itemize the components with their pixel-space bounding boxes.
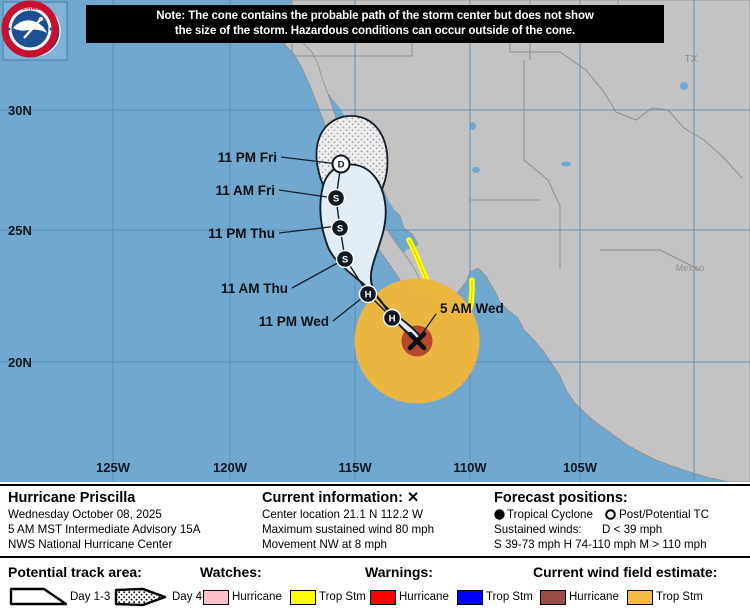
lake: [472, 167, 480, 173]
wind-field-header: Current wind field estimate:: [533, 564, 718, 580]
cone-day-4-5-icon: [114, 587, 167, 607]
lon-label-120w: 120W: [213, 460, 248, 475]
note-line-1: Note: The cone contains the probable pat…: [156, 10, 594, 22]
track-marker-hurricane-next: H: [382, 308, 402, 328]
track-label-11am-fri: 11 AM Fri: [215, 183, 275, 198]
swatch-warning-hurricane: [370, 590, 396, 605]
svg-text:H: H: [365, 290, 372, 301]
leader-11am-thu: [291, 259, 344, 289]
island: [443, 265, 449, 271]
track-label-11pm-wed: 11 PM Wed: [259, 314, 329, 329]
lon-label-125w: 125W: [96, 460, 131, 475]
current-information-label: Current information:: [262, 490, 403, 506]
sustained-winds-row: Sustained winds: D < 39 mph: [494, 522, 750, 537]
cone-disclaimer-note: Note: The cone contains the probable pat…: [86, 5, 664, 43]
place-label-tx: TX: [685, 54, 698, 65]
legend-day-1-3-label: Day 1-3: [70, 591, 111, 603]
forecast-positions-header: Forecast positions:: [494, 490, 628, 506]
swatch-watch-trop-stm: [290, 590, 316, 605]
island: [422, 240, 434, 248]
island: [405, 171, 411, 181]
depression-threshold: D < 39 mph: [602, 523, 663, 536]
island: [436, 251, 444, 257]
current-position-x-marker: [407, 331, 427, 351]
legend-wind-hurricane-label: Hurricane: [569, 591, 619, 603]
storm-identity-column: Hurricane Priscilla Wednesday October 08…: [8, 486, 256, 556]
track-marker-storm-11pm-thu: S: [330, 218, 350, 238]
center-location: Center location 21.1 N 112.2 W: [262, 508, 423, 521]
legend-panel: Potential track area: Day 1-3 Day 4-5 Wa…: [0, 560, 750, 613]
track-label-5am-wed: 5 AM Wed: [440, 301, 504, 316]
sustained-winds-label: Sustained winds:: [494, 523, 582, 536]
legend-warn-hurricane-label: Hurricane: [399, 591, 449, 603]
graticule: [0, 0, 750, 482]
svg-text:D: D: [338, 160, 345, 171]
lake: [680, 82, 688, 90]
track-marker-hurricane-11pm-wed: H: [358, 284, 378, 304]
track-label-11pm-thu: 11 PM Thu: [208, 226, 275, 241]
open-circle-icon: [605, 509, 616, 520]
svg-text:S: S: [333, 194, 339, 205]
storm-name: Hurricane Priscilla: [8, 490, 136, 506]
lat-label-25n: 25N: [8, 223, 32, 238]
current-information-column: Current information: ✕ Center location 2…: [262, 486, 490, 556]
lon-label-115w: 115W: [338, 460, 372, 475]
svg-text:S: S: [337, 224, 343, 235]
forecast-marker-key-row: Tropical Cyclone Post/Potential TC: [494, 507, 750, 522]
legend-watch-hurricane-label: Hurricane: [232, 591, 282, 603]
x-marker-icon: ✕: [407, 490, 420, 506]
legend-wind-ts-label: Trop Stm: [656, 591, 703, 603]
filled-circle-icon: [494, 509, 505, 520]
lon-label-105w: 105W: [563, 460, 598, 475]
storm-info-panel: Hurricane Priscilla Wednesday October 08…: [0, 484, 750, 558]
note-line-2: the size of the storm. Hazardous conditi…: [174, 24, 576, 37]
tropical-cyclone-label: Tropical Cyclone: [507, 508, 593, 521]
lat-label-30n: 30N: [8, 103, 32, 118]
leader-11am-fri: [278, 189, 335, 199]
svg-text:S: S: [342, 255, 348, 266]
legend-warn-ts-label: Trop Stm: [486, 591, 533, 603]
swatch-warning-trop-stm: [457, 590, 483, 605]
watches-header: Watches:: [200, 564, 262, 580]
leader-11pm-fri: [280, 156, 339, 165]
leader-11pm-thu: [278, 225, 339, 234]
swatch-wind-hurricane: [540, 590, 566, 605]
track-label-11am-thu: 11 AM Thu: [221, 281, 288, 296]
track-marker-storm-11am-fri: S: [326, 188, 346, 208]
lake: [470, 122, 476, 130]
storm-advisory: 5 AM MST Intermediate Advisory 15A: [8, 523, 201, 536]
island: [394, 151, 402, 165]
swatch-watch-hurricane: [203, 590, 229, 605]
swatch-wind-trop-stm: [627, 590, 653, 605]
track-label-11pm-fri: 11 PM Fri: [218, 150, 277, 165]
lon-label-110w: 110W: [453, 460, 487, 475]
forecast-positions-column: Forecast positions: Tropical Cyclone Pos…: [494, 486, 750, 556]
movement: Movement NW at 8 mph: [262, 538, 387, 551]
current-information-header: Current information: ✕: [262, 490, 490, 507]
potential-track-area-header: Potential track area:: [8, 564, 142, 580]
warnings-header: Warnings:: [365, 564, 433, 580]
wind-scale-line: S 39-73 mph H 74-110 mph M > 110 mph: [494, 538, 707, 551]
post-potential-tc-label: Post/Potential TC: [619, 508, 710, 521]
storm-date: Wednesday October 08, 2025: [8, 508, 162, 521]
legend-day-4-5-label: Day 4-5: [172, 591, 213, 603]
lake: [561, 161, 571, 167]
map-svg: D S S S H: [0, 0, 750, 482]
track-marker-storm-11am-thu: S: [335, 249, 355, 269]
max-sustained-wind: Maximum sustained wind 80 mph: [262, 523, 435, 536]
storm-agency: NWS National Hurricane Center: [8, 538, 173, 551]
track-marker-depression: D: [331, 154, 351, 174]
svg-text:SERVICE: SERVICE: [20, 51, 40, 56]
map-canvas[interactable]: D S S S H: [0, 0, 750, 482]
svg-text:WEATHER: WEATHER: [19, 6, 43, 11]
cone-day-1-3-icon: [9, 587, 68, 606]
legend-watch-ts-label: Trop Stm: [319, 591, 366, 603]
place-label-mexico: Mexico: [676, 263, 705, 273]
nws-logo: WEATHER SERVICE: [1, 0, 59, 58]
lat-label-20n: 20N: [8, 355, 32, 370]
svg-text:H: H: [389, 314, 396, 325]
